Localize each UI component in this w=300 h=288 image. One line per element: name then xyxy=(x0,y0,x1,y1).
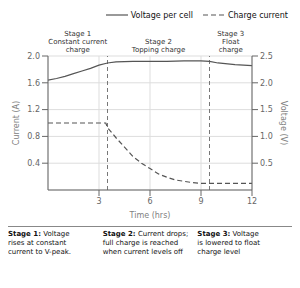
svg-text:1.5: 1.5 xyxy=(260,105,273,114)
svg-text:Current (A): Current (A) xyxy=(12,101,21,145)
svg-text:Stage 3Floatcharge: Stage 3Floatcharge xyxy=(217,30,244,54)
svg-text:Time (hrs): Time (hrs) xyxy=(129,211,171,220)
html-text:Stage 3: Voltage is lowered to: Stage 3: Voltage is lowered to float cha… xyxy=(197,230,261,256)
svg-text:1.0: 1.0 xyxy=(260,132,273,141)
svg-text:3: 3 xyxy=(96,197,101,206)
html-text:Voltage per cell: Voltage per cell xyxy=(130,10,193,20)
svg-text:1.2: 1.2 xyxy=(27,105,40,114)
svg-text:0.4: 0.4 xyxy=(27,159,40,168)
svg-text:Voltage (V): Voltage (V) xyxy=(279,101,288,145)
svg-text:12: 12 xyxy=(247,197,257,206)
svg-text:2.0: 2.0 xyxy=(27,52,40,61)
html-text:Charge current: Charge current xyxy=(227,10,288,20)
svg-text:2.5: 2.5 xyxy=(260,52,273,61)
svg-text:Stage 2Topping charge: Stage 2Topping charge xyxy=(131,38,185,54)
svg-text:1.6: 1.6 xyxy=(27,79,40,88)
html-text:Stage 2: Current drops; full c: Stage 2: Current drops; full charge is r… xyxy=(102,230,189,256)
svg-text:6: 6 xyxy=(147,197,152,206)
svg-text:0.5: 0.5 xyxy=(260,159,273,168)
svg-text:Stage 1Constant currentcharge: Stage 1Constant currentcharge xyxy=(48,30,107,54)
svg-text:0.8: 0.8 xyxy=(27,132,40,141)
svg-text:2.0: 2.0 xyxy=(260,79,273,88)
svg-text:9: 9 xyxy=(198,197,203,206)
html-text:Stage 1: Voltage rises at cons: Stage 1: Voltage rises at constant curre… xyxy=(8,230,71,256)
